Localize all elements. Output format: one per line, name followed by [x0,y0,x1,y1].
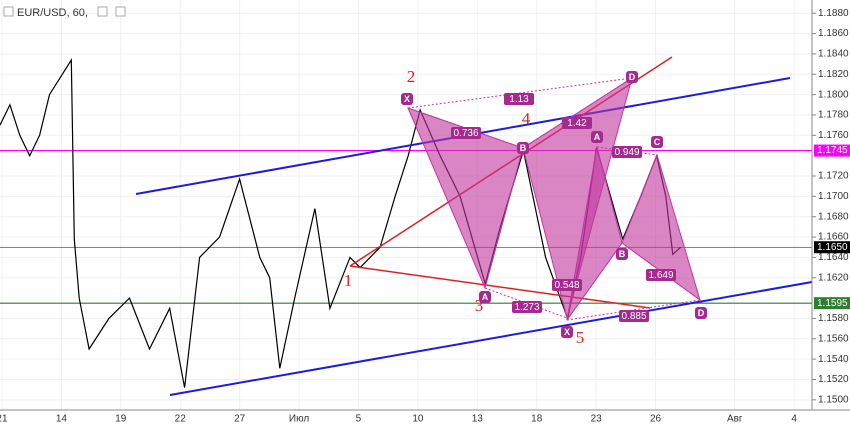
point-badge [626,71,638,83]
channel-bottom [169,281,813,396]
wave-label: 5 [576,328,585,347]
y-tick-label: 1.1640 [818,252,849,263]
point-label: X [564,327,570,337]
ratio-badge [619,310,649,322]
wave-label: 4 [522,109,531,128]
icon[interactable] [97,6,108,17]
ratio-label: 0.885 [621,311,646,322]
point-label: A [594,132,601,142]
x-tick-label: 23 [591,414,603,425]
y-tick-label: 1.1520 [818,374,849,385]
point-label: D [629,72,636,82]
point-label: D [698,308,705,318]
point-label: C [654,137,661,147]
ratio-badge [646,269,676,281]
wave-label: 3 [475,296,484,315]
price-box [814,144,850,157]
point-badge [479,291,491,303]
y-tick-label: 1.1820 [818,69,849,80]
y-tick-label: 1.1700 [818,191,849,202]
ratio-badge [612,146,642,158]
ratio-badge [562,117,592,129]
price-box-label: 1.1650 [817,242,848,253]
y-tick-label: 1.1680 [818,211,849,222]
y-tick-label: 1.1760 [818,130,849,141]
y-tick-label: 1.1860 [818,28,849,39]
wave-label: 2 [407,67,416,86]
x-tick-label: 22 [175,414,187,425]
chart-title: EUR/USD, 60, [17,7,88,19]
y-tick-label: 1.1620 [818,272,849,283]
x-tick-label: 19 [115,414,127,425]
point-badge [591,131,603,143]
ratio-label: 1.42 [567,118,587,129]
price-box [814,241,850,254]
red-line [349,265,651,309]
point-badge [695,307,707,319]
ratio-badge [504,93,534,105]
x-tick-label: 4 [791,414,797,425]
point-badge [401,93,413,105]
x-tick-label: 5 [356,414,362,425]
y-tick-label: 1.1880 [818,8,849,19]
price-box [814,297,850,310]
x-tick-label: 21 [0,414,8,425]
pattern-labels: X A B D X A B C D 1.13 0.736 1.42 0.949 1.273 0.548 0.8… [401,71,707,338]
harmonic-fill [566,146,623,321]
y-tick-label: 1.1840 [818,49,849,60]
x-tick-label: 10 [412,414,424,425]
ratio-label: 0.548 [554,280,579,291]
icon[interactable] [115,6,126,17]
point-label: B [619,249,626,259]
ratio-badge [512,301,542,313]
ratio-label: 0.949 [614,147,639,158]
ratio-label: 1.273 [514,302,539,313]
price-box-label: 1.1595 [817,298,848,309]
x-tick-label: Авг [727,414,743,425]
ratio-badge [451,127,481,139]
icon[interactable] [3,6,14,17]
x-tick-label: 18 [531,414,543,425]
price-box-label: 1.1745 [817,145,848,156]
ratio-badge [552,279,582,291]
x-tick-label: Июл [289,414,309,425]
x-tick-label: 13 [472,414,484,425]
ratio-label: 1.649 [648,270,673,281]
y-tick-label: 1.1580 [818,313,849,324]
point-label: B [520,143,527,153]
y-tick-label: 1.1500 [818,394,849,405]
point-badge [651,136,663,148]
y-tick-label: 1.1560 [818,333,849,344]
point-label: X [404,94,410,104]
point-badge [616,248,628,260]
point-label: A [482,292,489,302]
y-tick-label: 1.1780 [818,110,849,121]
drawings: 1 2 3 4 5 [135,56,813,396]
x-tick-label: 26 [650,414,662,425]
y-tick-label: 1.1720 [818,171,849,182]
x-tick-label: 27 [234,414,246,425]
y-tick-label: 1.1800 [818,89,849,100]
ratio-label: 0.736 [453,128,478,139]
point-badge [517,142,529,154]
wave-label: 1 [344,271,353,290]
y-tick-label: 1.1660 [818,232,849,243]
ratio-label: 1.13 [509,94,529,105]
x-tick-label: 14 [56,414,68,425]
y-tick-label: 1.1540 [818,354,849,365]
point-badge [561,326,573,338]
